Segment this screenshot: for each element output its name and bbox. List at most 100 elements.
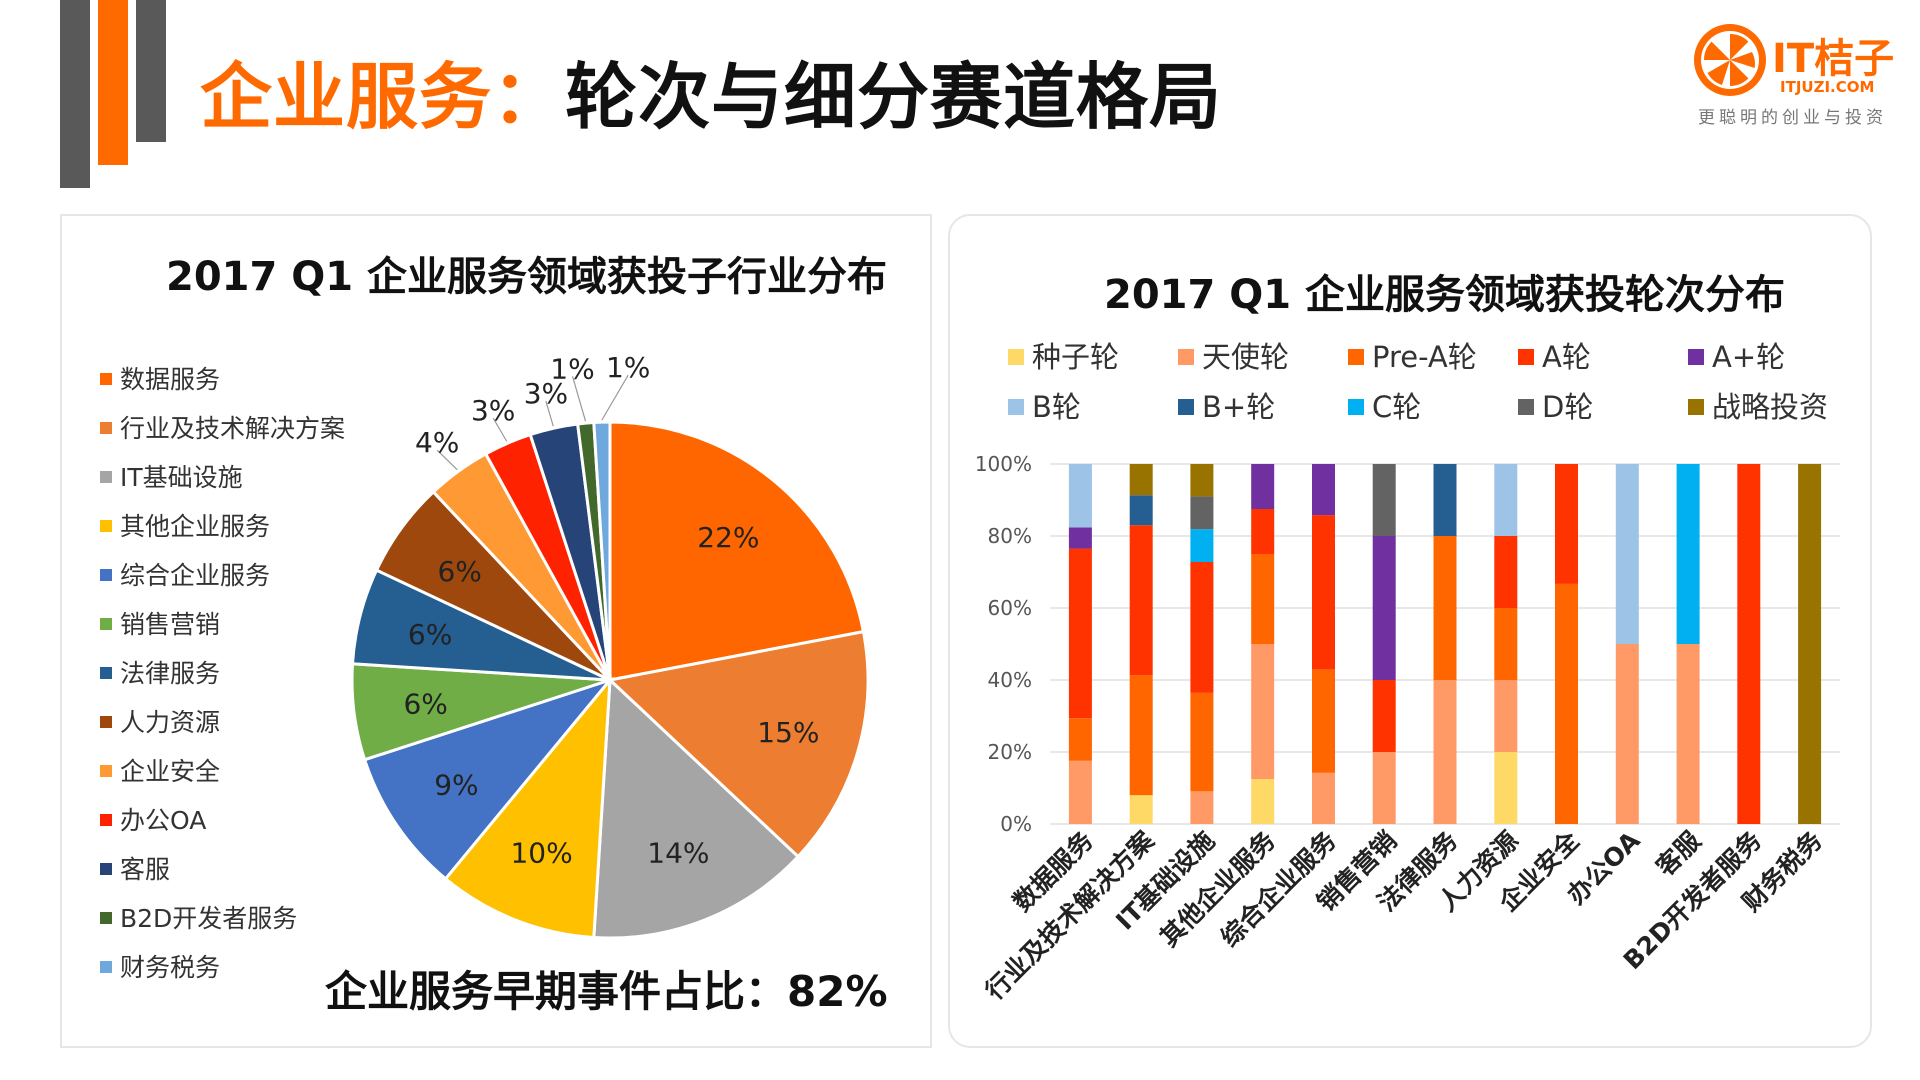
pie-slice-label: 6% (437, 555, 481, 588)
bar-legend-item: B+轮 (1178, 384, 1275, 426)
legend-swatch (100, 814, 112, 826)
bar-chart-title: 2017 Q1 企业服务领域获投轮次分布 (1104, 272, 1786, 318)
pie-leader-line (601, 374, 629, 421)
orange-slice-icon (1694, 24, 1766, 96)
page-title: 企业服务：轮次与细分赛道格局 (200, 38, 1222, 143)
legend-swatch (100, 961, 112, 973)
pie-slice-label: 6% (403, 687, 447, 720)
bar-segment (1251, 554, 1275, 644)
bar-segment (1555, 583, 1578, 824)
bar-ytick-label: 80% (988, 524, 1032, 548)
pie-slice-label: 1% (550, 352, 594, 385)
logo-slogan-text: 更聪明的创业与投资 (1698, 108, 1887, 128)
bar-segment (1312, 772, 1335, 824)
bar-segment (1068, 760, 1092, 824)
bar-segment (1251, 779, 1275, 824)
pie-legend-item: 销售营销 (100, 605, 345, 654)
legend-label: B轮 (1032, 390, 1081, 424)
legend-label: 其他企业服务 (120, 512, 271, 541)
bar-segment (1312, 669, 1335, 773)
pie-legend-item: 企业安全 (100, 752, 345, 801)
bar-segment (1129, 464, 1153, 496)
stacked-bar-chart: 0%20%40%60%80%100% 数据服务行业及技术解决方案IT基础设施其他… (975, 452, 1840, 1006)
bar-legend-item: A轮 (1518, 334, 1591, 376)
legend-swatch (1178, 399, 1194, 415)
legend-swatch (1348, 349, 1364, 365)
bar-segment (1372, 752, 1396, 824)
pie-slice-label: 9% (434, 768, 478, 801)
page-title-accent: 企业服务： (200, 55, 566, 139)
legend-swatch (1348, 399, 1364, 415)
bar-segment (1251, 464, 1275, 509)
bar-segment (1312, 515, 1335, 670)
legend-swatch (100, 912, 112, 924)
pie-slice-label: 1% (606, 351, 650, 384)
legend-swatch (100, 422, 112, 434)
legend-swatch (100, 716, 112, 728)
legend-label: C轮 (1372, 390, 1422, 424)
bar-legend-item: A+轮 (1688, 334, 1785, 376)
legend-label: 行业及技术解决方案 (120, 414, 346, 443)
legend-swatch (100, 618, 112, 630)
bar-legend-item: Pre-A轮 (1348, 334, 1477, 376)
legend-swatch (100, 765, 112, 777)
pie-slice (592, 420, 612, 681)
pie-legend-item: 人力资源 (100, 703, 345, 752)
bar-ytick-label: 40% (988, 668, 1032, 692)
legend-label: Pre-A轮 (1372, 340, 1477, 374)
legend-swatch (1008, 349, 1024, 365)
bar-segment (1129, 525, 1153, 676)
legend-label: 企业安全 (120, 757, 221, 786)
pie-slice-label: 22% (697, 521, 759, 554)
legend-label: IT基础设施 (120, 463, 243, 492)
pie-slice-label: 3% (524, 377, 568, 410)
itjuzi-logo: IT桔子 ITJUZI.COM 更聪明的创业与投资 (1694, 24, 1894, 128)
pie-slice-label: 4% (415, 426, 459, 459)
pie-legend-item: 办公OA (100, 801, 345, 850)
early-stage-stat: 企业服务早期事件占比：82% (325, 967, 888, 1016)
bar-segment (1251, 509, 1275, 554)
pie-leader-line (545, 400, 554, 427)
legend-swatch (1688, 399, 1704, 415)
bar-legend-item: 种子轮 (1008, 334, 1119, 376)
legend-label: 财务税务 (120, 953, 221, 982)
bar-segment (1190, 561, 1214, 693)
bar-legend-item: 战略投资 (1688, 384, 1828, 426)
legend-swatch (100, 863, 112, 875)
bar-segment (1433, 464, 1457, 536)
bar-legend-item: C轮 (1348, 384, 1421, 426)
legend-swatch (100, 667, 112, 679)
bar-ytick-label: 0% (1000, 812, 1032, 836)
legend-label: A+轮 (1712, 340, 1786, 374)
bar-segment (1494, 752, 1518, 824)
bar-segment (1555, 464, 1578, 584)
legend-label: 办公OA (120, 806, 207, 835)
bar-segment (1494, 464, 1518, 536)
legend-swatch (1178, 349, 1194, 365)
bar-ytick-label: 20% (988, 740, 1032, 764)
pie-slice (592, 676, 801, 940)
pie-slice (608, 420, 866, 682)
bar-segment (1676, 644, 1700, 824)
bar-segment (1190, 496, 1214, 530)
bar-segment (1129, 495, 1153, 526)
header-bar-dark-2 (136, 0, 166, 142)
legend-swatch (100, 471, 112, 483)
pie-legend-item: 行业及技术解决方案 (100, 409, 345, 458)
bar-segment (1068, 464, 1092, 528)
bar-segment (1737, 464, 1761, 824)
bar-segment (1372, 464, 1396, 536)
bar-segment (1798, 464, 1822, 824)
bar-legend-item: D轮 (1518, 384, 1593, 426)
bar-chart-panel (948, 214, 1872, 1048)
bar-segment (1068, 548, 1092, 719)
pie-slice (606, 629, 870, 859)
pie-chart-title: 2017 Q1 企业服务领域获投子行业分布 (166, 254, 888, 300)
bar-segment (1190, 791, 1214, 824)
pie-legend: 数据服务 行业及技术解决方案 IT基础设施 其他企业服务 综合企业服务 销售营销 法律服务人… (100, 360, 345, 997)
legend-label: 种子轮 (1032, 340, 1120, 374)
pie-legend-item: 综合企业服务 (100, 556, 345, 605)
legend-label: 综合企业服务 (120, 561, 271, 590)
legend-swatch (100, 373, 112, 385)
pie-legend-item: IT基础设施 (100, 458, 345, 507)
